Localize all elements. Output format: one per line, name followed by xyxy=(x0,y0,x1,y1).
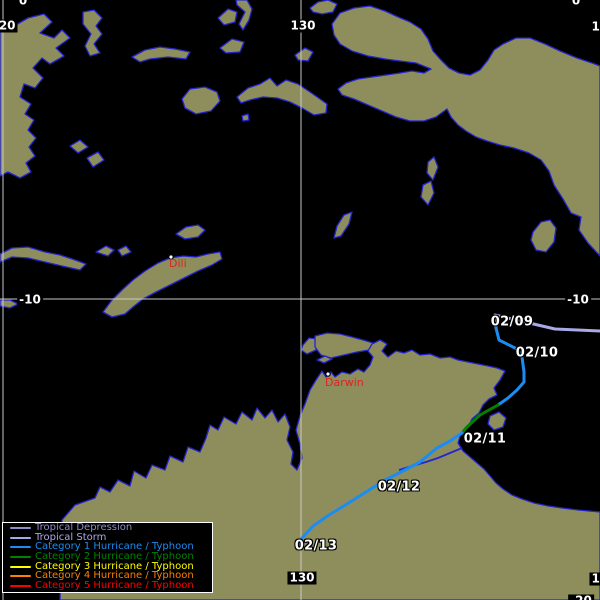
legend: Tropical Depression Tropical Storm Categor… xyxy=(2,522,213,593)
legend-line-swatch xyxy=(10,526,31,529)
legend-item: Category 2 Hurricane / Typhoon xyxy=(3,550,212,562)
legend-item-label: Category 5 Hurricane / Typhoon xyxy=(35,579,194,591)
legend-item-label: Tropical Storm xyxy=(35,531,107,543)
landmass-aru xyxy=(530,219,557,253)
legend-item: Tropical Storm xyxy=(3,531,212,543)
legend-line-swatch xyxy=(10,565,31,568)
legend-item: Tropical Depression xyxy=(3,523,212,533)
landmass-islet-d xyxy=(117,245,132,257)
landmass-islet-a xyxy=(69,139,89,154)
landmass-wetar xyxy=(175,224,206,240)
landmass-timor xyxy=(102,251,223,318)
landmass-misool xyxy=(294,47,314,62)
landmass-kai-b xyxy=(420,180,435,206)
landmass-crescent-isle xyxy=(235,0,253,31)
landmass-sulawesi-se xyxy=(0,13,71,179)
landmass-islet-darwin xyxy=(316,355,333,364)
track-segment-c1 xyxy=(494,326,526,407)
track-segment-ts xyxy=(493,313,600,333)
legend-item-label: Category 3 Hurricane / Typhoon xyxy=(35,560,194,572)
legend-item: Category 3 Hurricane / Typhoon xyxy=(3,560,212,572)
track-segment-c2 xyxy=(460,403,500,435)
landmass-ambon xyxy=(241,113,250,122)
landmass-buru xyxy=(181,86,221,115)
legend-item: Category 1 Hurricane / Typhoon xyxy=(3,542,212,552)
landmass-obi-north xyxy=(217,8,238,26)
landmass-new-guinea xyxy=(331,5,600,257)
landmass-halmahera-sliver xyxy=(309,0,338,15)
legend-line-swatch xyxy=(10,536,31,539)
landmass-obi-south xyxy=(219,38,245,54)
landmass-groote-eylandt xyxy=(487,411,507,431)
track-segment-c1 xyxy=(300,431,464,540)
legend-item-label: Tropical Depression xyxy=(35,522,133,533)
legend-line-swatch xyxy=(10,575,31,578)
legend-rows: Tropical Depression Tropical Storm Categor… xyxy=(3,523,212,591)
legend-line-swatch xyxy=(10,584,31,587)
legend-line-swatch xyxy=(10,546,31,549)
city-marker-dili xyxy=(168,254,174,260)
landmass-sumba-tip xyxy=(0,299,19,309)
landmass-tanimbar xyxy=(333,211,353,239)
legend-item-label: Category 2 Hurricane / Typhoon xyxy=(35,550,194,562)
landmass-taliabu xyxy=(131,46,191,63)
legend-item: Category 5 Hurricane / Typhoon xyxy=(3,579,212,591)
landmass-alor-chain xyxy=(0,246,87,271)
legend-item-label: Category 4 Hurricane / Typhoon xyxy=(35,570,194,582)
landmass-seram xyxy=(236,77,328,116)
landmass-islet-b xyxy=(86,151,105,168)
city-marker-darwin xyxy=(325,371,331,377)
legend-item: Category 4 Hurricane / Typhoon xyxy=(3,571,212,581)
landmass-kai-a xyxy=(426,156,439,181)
landmass-islet-c xyxy=(95,245,115,257)
legend-line-swatch xyxy=(10,555,31,558)
legend-item-label: Category 1 Hurricane / Typhoon xyxy=(35,541,194,553)
landmass-banggai-arm xyxy=(82,9,103,57)
